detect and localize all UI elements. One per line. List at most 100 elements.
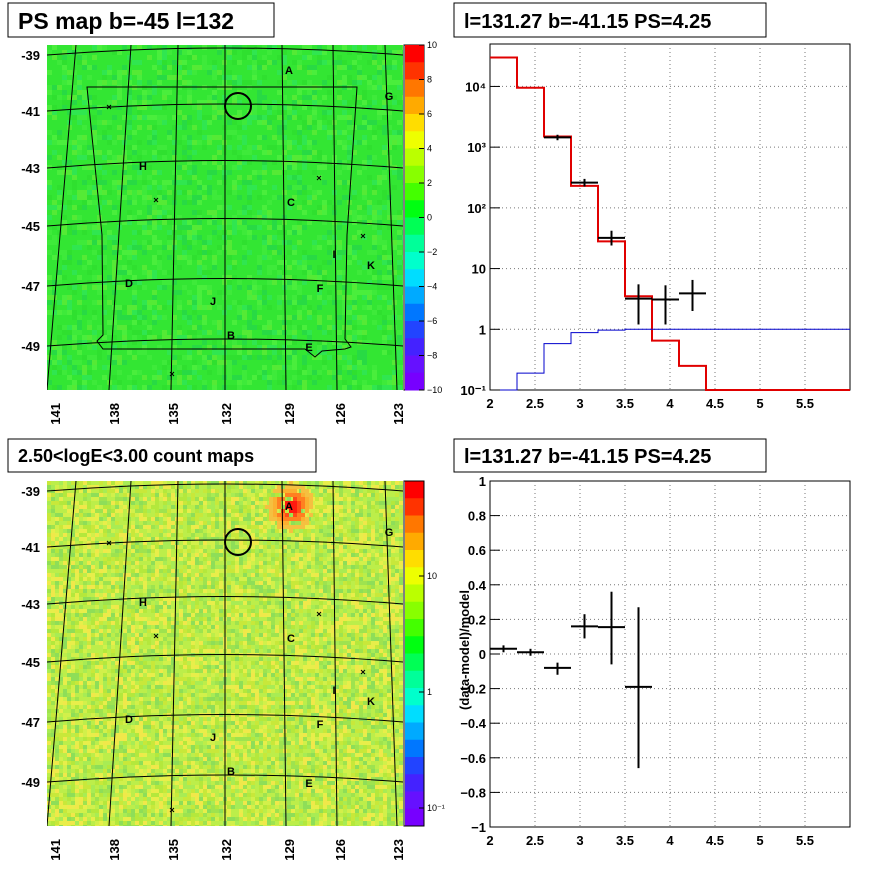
map-pixel bbox=[211, 489, 215, 493]
map-pixel bbox=[103, 625, 107, 629]
map-pixel bbox=[332, 300, 337, 305]
map-pixel bbox=[219, 585, 223, 589]
map-pixel bbox=[242, 50, 247, 55]
map-pixel bbox=[75, 589, 79, 593]
map-pixel bbox=[162, 115, 167, 120]
map-pixel bbox=[219, 557, 223, 561]
map-pixel bbox=[402, 350, 403, 355]
map-pixel bbox=[175, 493, 179, 497]
map-pixel bbox=[271, 613, 275, 617]
map-pixel bbox=[359, 537, 363, 541]
map-pixel bbox=[355, 497, 359, 501]
map-pixel bbox=[87, 195, 92, 200]
map-pixel bbox=[97, 185, 102, 190]
map-pixel bbox=[252, 290, 257, 295]
map-pixel bbox=[162, 330, 167, 335]
map-pixel bbox=[299, 481, 303, 485]
map-pixel bbox=[357, 365, 362, 370]
map-pixel bbox=[155, 549, 159, 553]
map-pixel bbox=[267, 150, 272, 155]
map-pixel bbox=[259, 537, 263, 541]
map-pixel bbox=[331, 561, 335, 565]
map-pixel bbox=[137, 80, 142, 85]
map-pixel bbox=[255, 533, 259, 537]
map-pixel bbox=[227, 355, 232, 360]
map-pixel bbox=[207, 370, 212, 375]
map-pixel bbox=[103, 533, 107, 537]
map-pixel bbox=[387, 565, 391, 569]
map-pixel bbox=[279, 549, 283, 553]
map-pixel bbox=[227, 553, 231, 557]
map-pixel bbox=[197, 295, 202, 300]
map-pixel bbox=[67, 625, 71, 629]
map-pixel bbox=[152, 220, 157, 225]
map-pixel bbox=[299, 601, 303, 605]
map-pixel bbox=[247, 489, 251, 493]
map-pixel bbox=[375, 493, 379, 497]
map-pixel bbox=[127, 110, 132, 115]
map-pixel bbox=[239, 597, 243, 601]
map-pixel bbox=[162, 75, 167, 80]
map-pixel bbox=[255, 493, 259, 497]
map-pixel bbox=[143, 545, 147, 549]
map-pixel bbox=[177, 140, 182, 145]
map-pixel bbox=[267, 305, 272, 310]
map-pixel bbox=[199, 521, 203, 525]
map-pixel bbox=[239, 501, 243, 505]
map-pixel bbox=[67, 375, 72, 380]
map-pixel bbox=[142, 240, 147, 245]
map-pixel bbox=[203, 533, 207, 537]
map-pixel bbox=[232, 75, 237, 80]
map-pixel bbox=[297, 220, 302, 225]
map-pixel bbox=[347, 160, 352, 165]
map-pixel bbox=[335, 533, 339, 537]
map-pixel bbox=[91, 517, 95, 521]
map-pixel bbox=[135, 485, 139, 489]
map-pixel bbox=[292, 375, 297, 380]
map-pixel bbox=[372, 235, 377, 240]
map-pixel bbox=[119, 617, 123, 621]
map-pixel bbox=[162, 150, 167, 155]
map-pixel bbox=[99, 517, 103, 521]
map-pixel bbox=[117, 325, 122, 330]
map-pixel bbox=[77, 275, 82, 280]
map-pixel bbox=[72, 85, 77, 90]
map-pixel bbox=[217, 225, 222, 230]
map-pixel bbox=[111, 585, 115, 589]
map-pixel bbox=[87, 325, 92, 330]
map-pixel bbox=[139, 549, 143, 553]
map-pixel bbox=[182, 285, 187, 290]
map-pixel bbox=[72, 215, 77, 220]
map-pixel bbox=[132, 330, 137, 335]
map-pixel bbox=[232, 190, 237, 195]
map-pixel bbox=[291, 617, 295, 621]
map-pixel bbox=[202, 320, 207, 325]
map-pixel bbox=[167, 601, 171, 605]
map-pixel bbox=[383, 613, 387, 617]
map-pixel bbox=[377, 230, 382, 235]
map-pixel bbox=[272, 105, 277, 110]
map-pixel bbox=[95, 485, 99, 489]
map-pixel bbox=[171, 505, 175, 509]
map-pixel bbox=[137, 105, 142, 110]
map-pixel bbox=[247, 175, 252, 180]
map-pixel bbox=[97, 275, 102, 280]
map-pixel bbox=[135, 517, 139, 521]
map-pixel bbox=[383, 593, 387, 597]
map-pixel bbox=[315, 517, 319, 521]
map-pixel bbox=[177, 370, 182, 375]
map-pixel bbox=[117, 70, 122, 75]
map-pixel bbox=[72, 110, 77, 115]
map-pixel bbox=[247, 553, 251, 557]
map-pixel bbox=[399, 565, 403, 569]
map-pixel bbox=[235, 617, 239, 621]
map-pixel bbox=[202, 305, 207, 310]
map-pixel bbox=[135, 509, 139, 513]
map-pixel bbox=[211, 609, 215, 613]
map-pixel bbox=[383, 597, 387, 601]
map-pixel bbox=[92, 130, 97, 135]
map-pixel bbox=[235, 521, 239, 525]
map-pixel bbox=[187, 513, 191, 517]
map-pixel bbox=[63, 525, 67, 529]
map-pixel bbox=[239, 585, 243, 589]
